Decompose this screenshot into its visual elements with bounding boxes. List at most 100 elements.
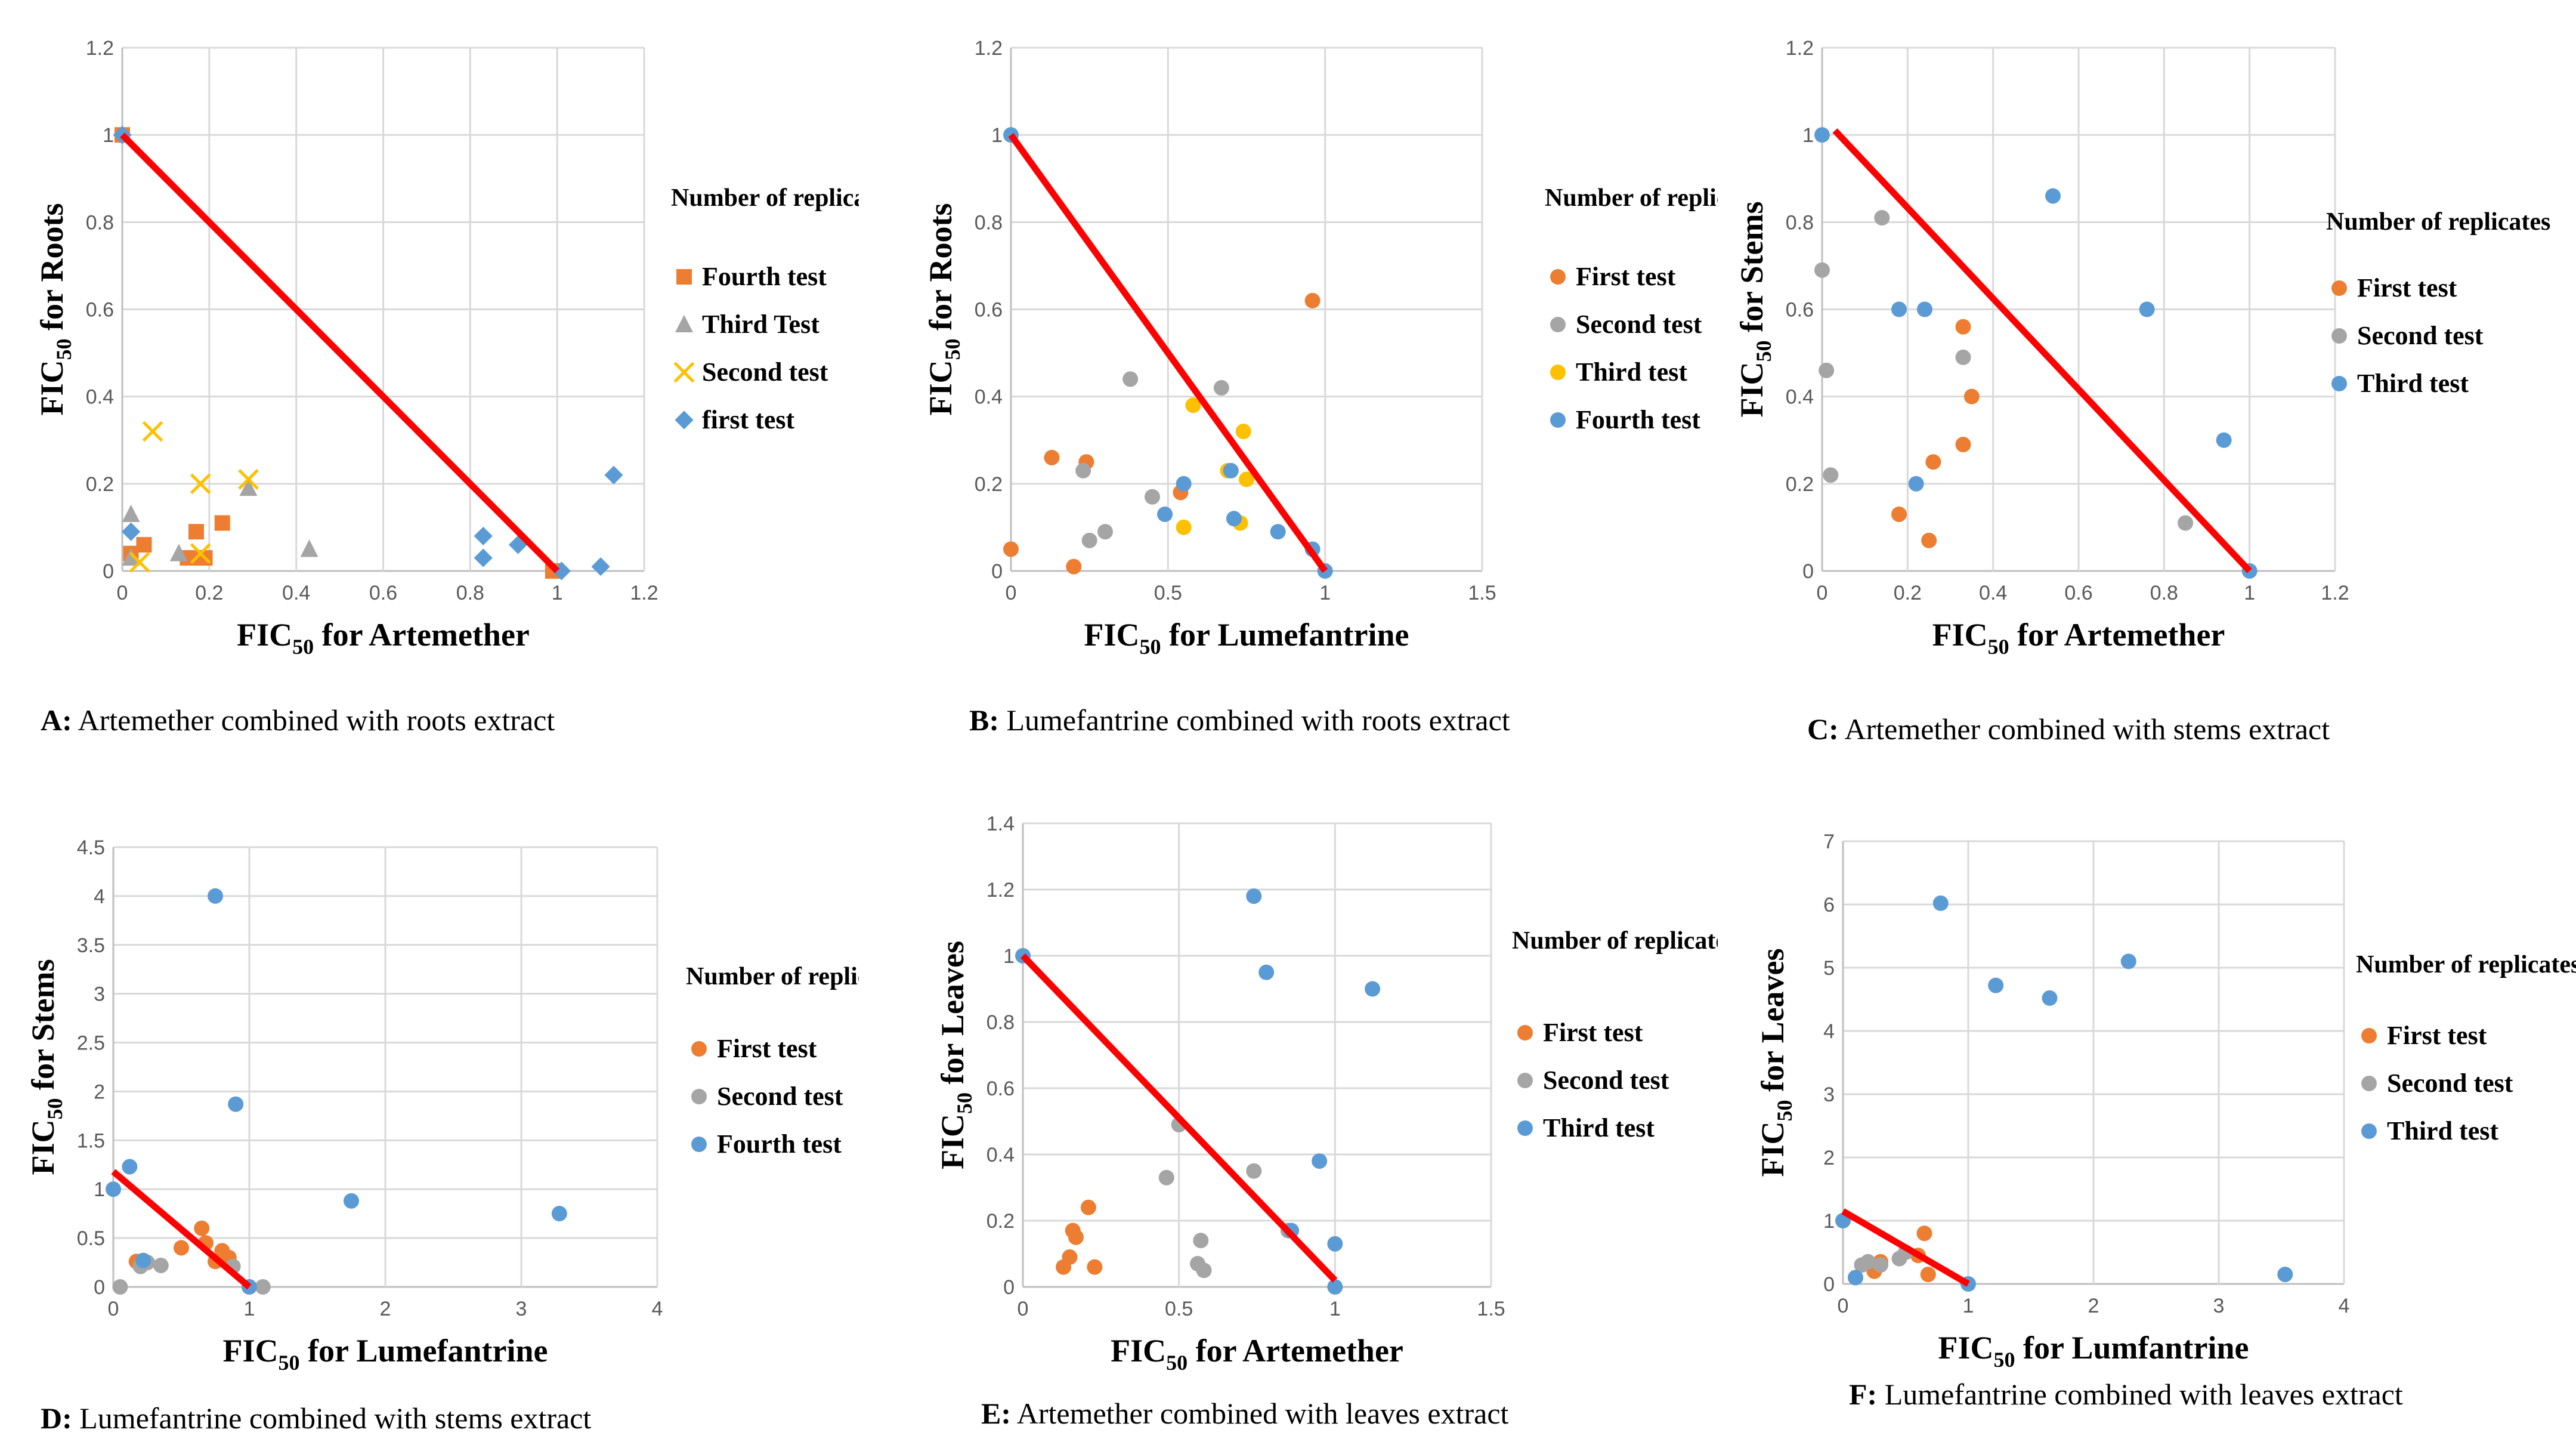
caption-c-letter: C: <box>1807 712 1839 746</box>
data-point <box>142 421 163 442</box>
data-point <box>1097 524 1113 540</box>
data-point <box>1955 349 1971 365</box>
y-tick-label: 0.8 <box>86 211 114 234</box>
caption-d-text: Lumefantrine combined with stems extract <box>72 1401 592 1435</box>
x-marker-stroke <box>238 469 259 490</box>
isobole-line <box>1832 128 2252 573</box>
series-0 <box>1003 292 1321 575</box>
data-point <box>1312 1153 1328 1169</box>
data-point <box>2178 515 2194 531</box>
x-tick-label: 1 <box>552 582 563 604</box>
y-tick-label: 3 <box>94 983 105 1006</box>
legend-title: Number of replicates <box>686 963 859 990</box>
x-tick-label: 1.2 <box>2321 582 2349 604</box>
data-point <box>1819 362 1835 378</box>
y-axis-title-sub: 50 <box>43 1098 67 1119</box>
series-2 <box>129 421 259 573</box>
x-axis-title-main: FIC <box>1932 617 1988 653</box>
y-axis-title-rest: for Roots <box>923 203 958 339</box>
y-tick-label: 0.4 <box>975 386 1003 409</box>
x-tick-label: 0.2 <box>1894 582 1922 604</box>
data-point <box>1122 371 1139 387</box>
x-tick-label: 0 <box>1817 582 1828 604</box>
legend-label: First test <box>2357 273 2457 302</box>
legend-label: Second test <box>1576 310 1702 339</box>
data-point <box>1158 1169 1174 1185</box>
x-tick-label: 2 <box>2088 1295 2099 1317</box>
y-axis-title-sub: 50 <box>52 338 76 360</box>
x-marker-stroke <box>673 362 695 383</box>
x-tick-label: 0 <box>117 582 128 604</box>
x-tick-label: 0 <box>1018 1298 1029 1320</box>
data-point <box>136 537 152 553</box>
legend-marker <box>1517 1120 1533 1136</box>
y-tick-label: 0.2 <box>1786 473 1814 496</box>
y-tick-label: 0.8 <box>987 1011 1015 1034</box>
x-axis-title: FIC50 for Lumefantrine <box>223 1333 548 1372</box>
x-axis-title-rest: for Lumefantrine <box>300 1333 548 1369</box>
y-tick-label: 0.2 <box>975 473 1003 496</box>
data-point <box>1327 1279 1343 1295</box>
y-axis-title-rest: for Leaves <box>935 941 970 1092</box>
data-point <box>474 548 493 567</box>
y-tick-label: 0 <box>103 560 114 583</box>
y-tick-label: 7 <box>1823 830 1835 853</box>
legend-marker <box>2331 280 2347 296</box>
x-axis-title-main: FIC <box>1111 1333 1166 1369</box>
x-tick-label: 0.6 <box>369 582 397 604</box>
y-axis-title-main: FIC <box>1734 362 1770 417</box>
series-2 <box>1814 127 2258 579</box>
y-tick-label: 0 <box>94 1276 105 1299</box>
data-point <box>2042 990 2058 1006</box>
y-tick-label: 0.6 <box>86 299 114 322</box>
caption-d-letter: D: <box>41 1401 72 1435</box>
data-point <box>1891 301 1907 317</box>
y-tick-label: 5 <box>1823 957 1835 980</box>
x-axis-title-sub: 50 <box>1140 635 1161 659</box>
x-axis-title-rest: for Lumfantrine <box>2015 1330 2249 1366</box>
series-3 <box>1003 127 1333 579</box>
y-tick-label: 1 <box>1802 124 1814 147</box>
data-point <box>1873 1257 1888 1273</box>
y-tick-label: 2 <box>94 1080 105 1103</box>
data-point <box>604 465 623 484</box>
data-point <box>2139 301 2155 317</box>
x-axis-title-main: FIC <box>237 617 292 653</box>
y-tick-label: 0.6 <box>975 299 1003 322</box>
caption-a-text: Artemether combined with roots extract <box>72 703 555 737</box>
series-1 <box>1814 210 2194 531</box>
data-point <box>1258 964 1275 980</box>
data-point <box>1239 471 1254 487</box>
data-point <box>1988 977 2004 993</box>
y-tick-label: 4 <box>1823 1020 1835 1043</box>
y-tick-label: 0 <box>991 560 1003 583</box>
x-marker-stroke <box>190 473 211 495</box>
y-axis-title-rest: for Roots <box>34 203 70 339</box>
series-1 <box>1848 1245 1913 1286</box>
x-axis-title-rest: for Artemether <box>1188 1333 1403 1369</box>
data-point <box>1891 506 1907 522</box>
data-point <box>508 535 528 554</box>
x-marker-stroke <box>142 421 163 442</box>
y-axis-title-main: FIC <box>25 1119 61 1175</box>
y-tick-label: 1 <box>1003 945 1015 968</box>
y-axis-title-main: FIC <box>1755 1121 1790 1177</box>
x-tick-label: 0.6 <box>2064 582 2092 604</box>
x-tick-label: 2 <box>380 1298 391 1320</box>
y-tick-label: 1 <box>94 1178 105 1201</box>
x-tick-label: 0.4 <box>282 582 310 604</box>
series-2 <box>106 888 567 1295</box>
data-point <box>194 1220 210 1236</box>
y-tick-label: 0.4 <box>987 1144 1015 1166</box>
x-axis-title-rest: for Lumefantrine <box>1161 617 1409 653</box>
data-point <box>106 1181 121 1197</box>
caption-e: E: Artemether combined with leaves extra… <box>981 1396 1508 1431</box>
data-point <box>1908 476 1924 492</box>
x-tick-label: 0.8 <box>456 582 484 604</box>
x-tick-label: 0.5 <box>1165 1298 1193 1320</box>
data-point <box>2120 953 2136 969</box>
x-axis-title: FIC50 for Artemether <box>1932 617 2225 659</box>
series-1 <box>122 478 318 566</box>
y-axis-title-sub: 50 <box>953 1092 976 1114</box>
